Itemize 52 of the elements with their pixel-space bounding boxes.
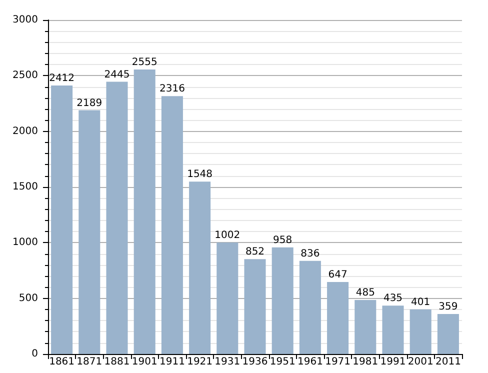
y-tick-label: 500 — [18, 292, 38, 304]
x-tick-label: 1951 — [270, 356, 296, 368]
data-label: 2412 — [49, 72, 75, 84]
x-tick-label: 1936 — [242, 356, 268, 368]
y-tick-label: 0 — [32, 348, 38, 360]
data-label: 2189 — [76, 98, 102, 109]
x-tick-label: 2011 — [435, 356, 461, 368]
bar — [189, 182, 211, 354]
bar — [51, 85, 73, 354]
bar — [382, 306, 404, 354]
bar — [216, 242, 238, 354]
y-tick-label: 2000 — [12, 126, 38, 137]
x-tick-label: 1861 — [49, 356, 75, 368]
x-tick-label: 1931 — [214, 356, 240, 368]
bar — [410, 309, 432, 354]
x-tick-label: 1921 — [187, 356, 213, 368]
data-label: 401 — [411, 296, 430, 308]
y-tick-label: 3000 — [12, 14, 38, 26]
data-label: 2445 — [104, 69, 130, 80]
y-tick-label: 1000 — [12, 237, 38, 248]
bar — [437, 314, 459, 354]
bar — [134, 70, 156, 354]
data-label: 647 — [328, 269, 348, 280]
x-tick-label: 2001 — [408, 356, 434, 368]
bar — [78, 110, 100, 354]
bar — [272, 247, 294, 354]
data-label: 1002 — [214, 230, 240, 241]
data-label: 485 — [356, 288, 375, 299]
bar — [106, 82, 128, 354]
y-tick-label: 2500 — [12, 70, 38, 82]
data-label: 958 — [273, 234, 292, 246]
bar — [161, 96, 183, 354]
x-tick-label: 1981 — [352, 356, 378, 368]
y-tick-label: 1500 — [12, 182, 38, 192]
x-tick-label: 1961 — [297, 356, 323, 368]
data-label: 2555 — [132, 57, 158, 68]
bar — [354, 300, 376, 354]
x-tick-label: 1901 — [132, 356, 158, 368]
x-tick-label: 1911 — [159, 356, 185, 368]
x-tick-label: 1991 — [380, 356, 406, 368]
x-tick-label: 1881 — [104, 356, 130, 368]
x-tick-label: 1871 — [76, 356, 102, 368]
bar — [244, 259, 266, 354]
data-label: 435 — [383, 293, 403, 304]
data-label: 2316 — [159, 84, 185, 95]
data-label: 1548 — [187, 169, 213, 180]
bar — [327, 282, 349, 354]
data-label: 852 — [245, 246, 265, 258]
x-tick-label: 1971 — [325, 356, 351, 368]
data-label: 836 — [300, 248, 320, 260]
bar — [299, 260, 321, 354]
data-label: 359 — [438, 302, 458, 313]
